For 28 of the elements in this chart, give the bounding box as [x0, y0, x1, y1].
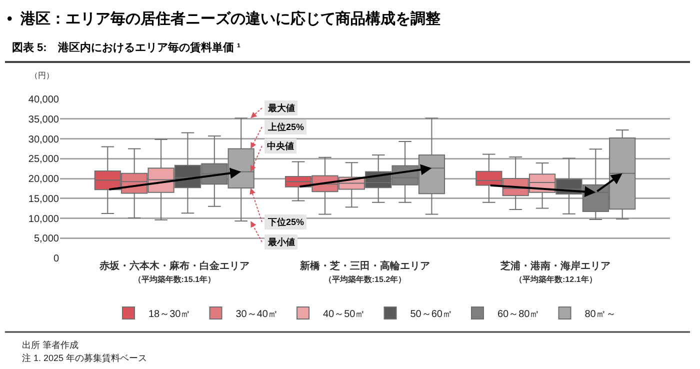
legend-label: 40～50㎡ — [323, 308, 366, 320]
x-tick-label: 赤坂・六本木・麻布・白金エリア（平均築年数:15.1年） — [98, 260, 250, 284]
y-tick-label: 10,000 — [28, 214, 60, 225]
chart-title: • 港区：エリア毎の居住者ニーズの違いに応じて商品構成を調整 — [7, 9, 441, 28]
y-tick-label: 40,000 — [28, 94, 60, 106]
text: 出所 筆者作成 — [22, 340, 79, 350]
y-axis-title: （円） — [30, 71, 54, 80]
x-tick-label: 新橋・芝・三田・高輪エリア（平均築年数:15.2年） — [299, 260, 430, 284]
x-tick-label: 芝浦・港南・海岸エリア（平均築年数:12.1年） — [500, 260, 611, 284]
chart-subtitle: 図表 5: 港区内におけるエリア毎の賃料単価 ¹ — [12, 41, 241, 54]
legend-label: 30～40㎡ — [236, 308, 278, 320]
y-tick-label: 15,000 — [28, 194, 60, 205]
y-tick-label: 30,000 — [28, 134, 60, 146]
legend-label: 50～60㎡ — [410, 308, 452, 320]
annotation: 最大値 — [267, 103, 295, 113]
legend-label: 80㎡～ — [584, 308, 616, 320]
y-tick-label: 0 — [53, 254, 60, 264]
annotation: 下位25% — [267, 217, 304, 227]
legend-label: 60～80㎡ — [498, 308, 540, 320]
text: 注 1. 2025 年の募集賃料ベース — [22, 353, 148, 363]
annotation: 最小値 — [267, 237, 295, 247]
y-tick-label: 35,000 — [28, 114, 60, 126]
y-tick-label: 25,000 — [28, 154, 60, 166]
annotation: 中央値 — [267, 141, 294, 151]
y-tick-label: 5,000 — [34, 234, 60, 245]
legend-label: 18～30㎡ — [148, 308, 191, 320]
annotation: 上位25% — [267, 122, 304, 132]
y-tick-label: 20,000 — [28, 174, 60, 185]
